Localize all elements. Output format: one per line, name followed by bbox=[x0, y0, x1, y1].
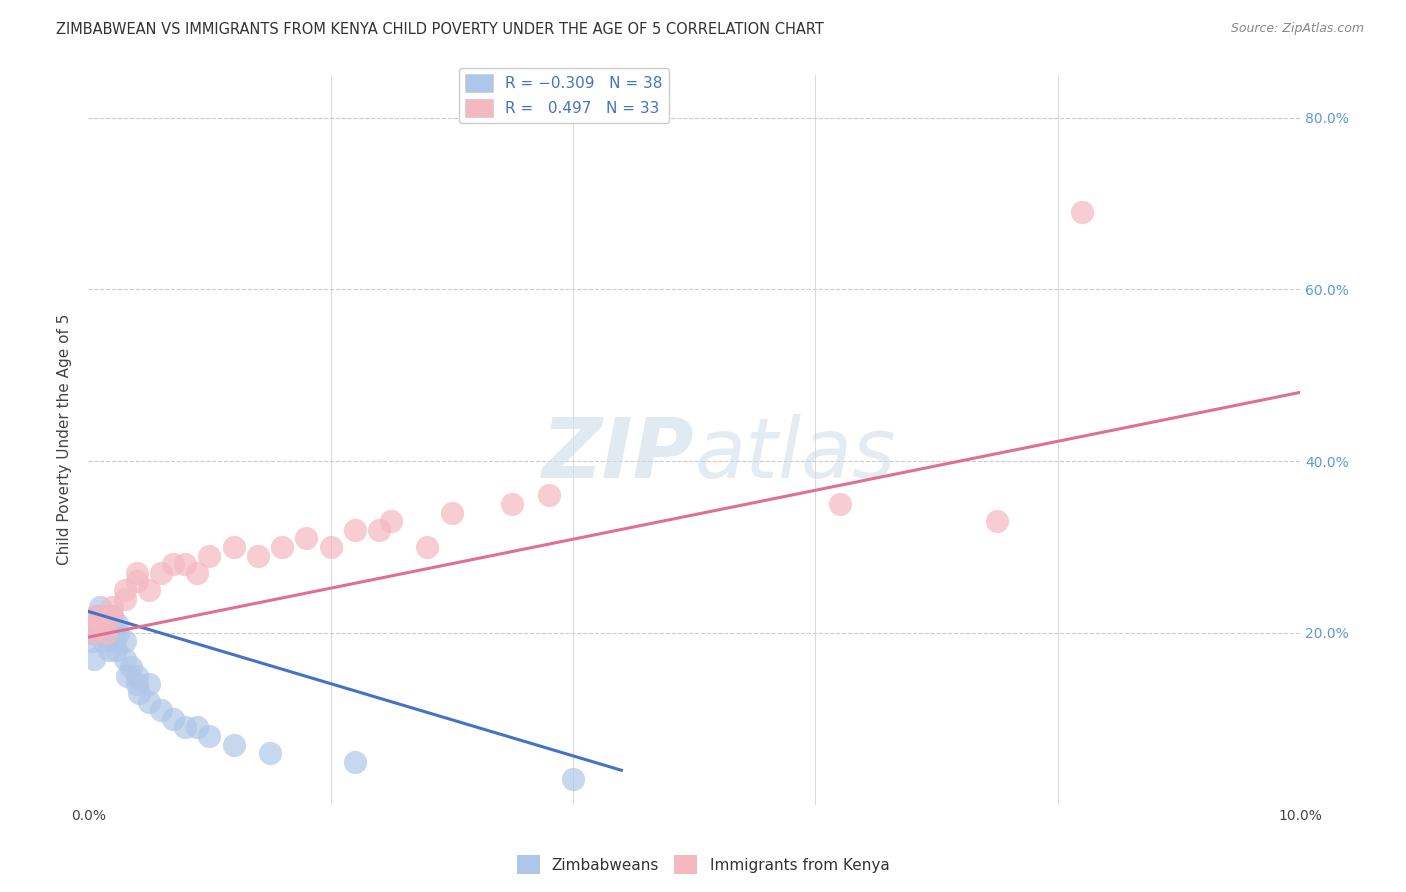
Point bbox=[125, 677, 148, 691]
Point bbox=[80, 625, 103, 640]
Text: Source: ZipAtlas.com: Source: ZipAtlas.com bbox=[1230, 22, 1364, 36]
Point bbox=[101, 625, 124, 640]
Point bbox=[138, 695, 160, 709]
Point bbox=[101, 600, 124, 615]
Point bbox=[138, 677, 160, 691]
Text: ZIP: ZIP bbox=[541, 414, 695, 495]
Point bbox=[222, 540, 245, 554]
Point bbox=[319, 540, 342, 554]
Point bbox=[222, 738, 245, 752]
Point bbox=[501, 497, 523, 511]
Point bbox=[84, 608, 107, 623]
Point bbox=[114, 634, 136, 648]
Point bbox=[96, 625, 118, 640]
Point bbox=[128, 686, 150, 700]
Point bbox=[186, 566, 208, 580]
Point bbox=[440, 506, 463, 520]
Point bbox=[86, 608, 108, 623]
Point bbox=[89, 608, 111, 623]
Point bbox=[986, 514, 1008, 528]
Point bbox=[107, 625, 129, 640]
Point bbox=[87, 617, 110, 632]
Point bbox=[120, 660, 142, 674]
Text: atlas: atlas bbox=[695, 414, 896, 495]
Point bbox=[105, 617, 128, 632]
Point bbox=[1071, 205, 1094, 219]
Point bbox=[198, 549, 221, 563]
Point bbox=[828, 497, 851, 511]
Point bbox=[114, 651, 136, 665]
Point bbox=[96, 608, 118, 623]
Point bbox=[125, 669, 148, 683]
Point bbox=[537, 488, 560, 502]
Point bbox=[125, 566, 148, 580]
Point bbox=[149, 566, 172, 580]
Point bbox=[246, 549, 269, 563]
Point bbox=[82, 634, 104, 648]
Point bbox=[91, 634, 114, 648]
Point bbox=[162, 712, 184, 726]
Point bbox=[104, 634, 127, 648]
Point bbox=[259, 746, 281, 760]
Point bbox=[97, 643, 120, 657]
Point bbox=[149, 703, 172, 717]
Point bbox=[162, 557, 184, 571]
Point bbox=[343, 523, 366, 537]
Legend: Zimbabweans, Immigrants from Kenya: Zimbabweans, Immigrants from Kenya bbox=[510, 849, 896, 880]
Point bbox=[416, 540, 439, 554]
Point bbox=[380, 514, 402, 528]
Point bbox=[271, 540, 294, 554]
Point bbox=[295, 532, 318, 546]
Point bbox=[561, 772, 583, 786]
Point bbox=[125, 574, 148, 589]
Point bbox=[89, 600, 111, 615]
Point bbox=[93, 617, 115, 632]
Point bbox=[343, 755, 366, 769]
Point bbox=[89, 617, 111, 632]
Point bbox=[84, 625, 107, 640]
Point bbox=[101, 608, 124, 623]
Legend: R = −0.309   N = 38, R =   0.497   N = 33: R = −0.309 N = 38, R = 0.497 N = 33 bbox=[460, 68, 669, 123]
Text: ZIMBABWEAN VS IMMIGRANTS FROM KENYA CHILD POVERTY UNDER THE AGE OF 5 CORRELATION: ZIMBABWEAN VS IMMIGRANTS FROM KENYA CHIL… bbox=[56, 22, 824, 37]
Point bbox=[83, 651, 105, 665]
Point bbox=[96, 625, 118, 640]
Point bbox=[114, 582, 136, 597]
Point bbox=[79, 625, 101, 640]
Point bbox=[105, 643, 128, 657]
Point bbox=[186, 720, 208, 734]
Y-axis label: Child Poverty Under the Age of 5: Child Poverty Under the Age of 5 bbox=[58, 314, 72, 566]
Point bbox=[115, 669, 138, 683]
Point bbox=[114, 591, 136, 606]
Point bbox=[91, 608, 114, 623]
Point bbox=[198, 729, 221, 743]
Point bbox=[101, 608, 124, 623]
Point bbox=[174, 720, 197, 734]
Point bbox=[368, 523, 391, 537]
Point bbox=[98, 617, 121, 632]
Point bbox=[138, 582, 160, 597]
Point bbox=[87, 617, 110, 632]
Point bbox=[174, 557, 197, 571]
